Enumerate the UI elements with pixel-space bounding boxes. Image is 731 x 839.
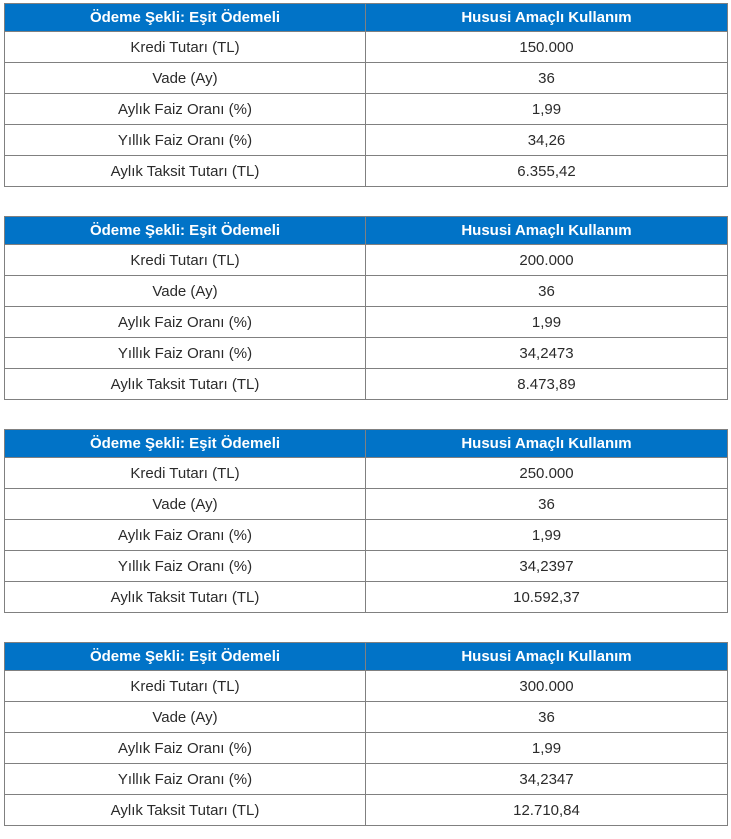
payment-type-header: Ödeme Şekli: Eşit Ödemeli	[4, 429, 366, 458]
table-row: Vade (Ay) 36	[4, 275, 728, 307]
table-row: Yıllık Faiz Oranı (%) 34,2473	[4, 337, 728, 369]
row-value-monthly-rate: 1,99	[365, 519, 728, 551]
row-value-monthly-installment: 6.355,42	[365, 155, 728, 187]
row-value-annual-rate: 34,2397	[365, 550, 728, 582]
row-label-annual-rate: Yıllık Faiz Oranı (%)	[4, 124, 366, 156]
table-row: Vade (Ay) 36	[4, 701, 728, 733]
payment-type-header: Ödeme Şekli: Eşit Ödemeli	[4, 216, 366, 245]
row-value-loan-amount: 150.000	[365, 31, 728, 63]
row-label-loan-amount: Kredi Tutarı (TL)	[4, 31, 366, 63]
row-label-annual-rate: Yıllık Faiz Oranı (%)	[4, 550, 366, 582]
loan-table-300000: Ödeme Şekli: Eşit Ödemeli Hususi Amaçlı …	[4, 642, 728, 826]
row-value-annual-rate: 34,2347	[365, 763, 728, 795]
row-value-term: 36	[365, 701, 728, 733]
table-row: Aylık Taksit Tutarı (TL) 8.473,89	[4, 368, 728, 400]
row-label-loan-amount: Kredi Tutarı (TL)	[4, 244, 366, 276]
row-value-monthly-rate: 1,99	[365, 93, 728, 125]
row-value-term: 36	[365, 488, 728, 520]
row-label-monthly-rate: Aylık Faiz Oranı (%)	[4, 519, 366, 551]
table-row: Kredi Tutarı (TL) 200.000	[4, 244, 728, 276]
usage-type-header: Hususi Amaçlı Kullanım	[365, 3, 728, 32]
row-label-monthly-installment: Aylık Taksit Tutarı (TL)	[4, 368, 366, 400]
row-value-monthly-installment: 12.710,84	[365, 794, 728, 826]
table-header-row: Ödeme Şekli: Eşit Ödemeli Hususi Amaçlı …	[4, 642, 728, 671]
row-label-term: Vade (Ay)	[4, 701, 366, 733]
row-value-monthly-rate: 1,99	[365, 732, 728, 764]
payment-type-header: Ödeme Şekli: Eşit Ödemeli	[4, 642, 366, 671]
table-row: Kredi Tutarı (TL) 300.000	[4, 670, 728, 702]
row-label-monthly-rate: Aylık Faiz Oranı (%)	[4, 732, 366, 764]
table-row: Aylık Faiz Oranı (%) 1,99	[4, 519, 728, 551]
usage-type-header: Hususi Amaçlı Kullanım	[365, 216, 728, 245]
table-row: Aylık Faiz Oranı (%) 1,99	[4, 306, 728, 338]
table-header-row: Ödeme Şekli: Eşit Ödemeli Hususi Amaçlı …	[4, 3, 728, 32]
table-header-row: Ödeme Şekli: Eşit Ödemeli Hususi Amaçlı …	[4, 429, 728, 458]
usage-type-header: Hususi Amaçlı Kullanım	[365, 429, 728, 458]
table-row: Vade (Ay) 36	[4, 62, 728, 94]
table-row: Aylık Taksit Tutarı (TL) 10.592,37	[4, 581, 728, 613]
row-label-term: Vade (Ay)	[4, 488, 366, 520]
row-value-monthly-installment: 8.473,89	[365, 368, 728, 400]
row-label-term: Vade (Ay)	[4, 62, 366, 94]
loan-table-200000: Ödeme Şekli: Eşit Ödemeli Hususi Amaçlı …	[4, 216, 728, 400]
table-row: Aylık Taksit Tutarı (TL) 6.355,42	[4, 155, 728, 187]
row-value-term: 36	[365, 62, 728, 94]
row-label-annual-rate: Yıllık Faiz Oranı (%)	[4, 337, 366, 369]
payment-type-header: Ödeme Şekli: Eşit Ödemeli	[4, 3, 366, 32]
table-row: Yıllık Faiz Oranı (%) 34,26	[4, 124, 728, 156]
table-header-row: Ödeme Şekli: Eşit Ödemeli Hususi Amaçlı …	[4, 216, 728, 245]
row-label-loan-amount: Kredi Tutarı (TL)	[4, 457, 366, 489]
row-label-monthly-rate: Aylık Faiz Oranı (%)	[4, 306, 366, 338]
row-value-loan-amount: 250.000	[365, 457, 728, 489]
table-row: Vade (Ay) 36	[4, 488, 728, 520]
row-value-monthly-installment: 10.592,37	[365, 581, 728, 613]
row-value-annual-rate: 34,2473	[365, 337, 728, 369]
row-value-monthly-rate: 1,99	[365, 306, 728, 338]
table-row: Kredi Tutarı (TL) 250.000	[4, 457, 728, 489]
row-value-loan-amount: 200.000	[365, 244, 728, 276]
table-row: Aylık Taksit Tutarı (TL) 12.710,84	[4, 794, 728, 826]
table-row: Yıllık Faiz Oranı (%) 34,2347	[4, 763, 728, 795]
row-value-loan-amount: 300.000	[365, 670, 728, 702]
row-label-loan-amount: Kredi Tutarı (TL)	[4, 670, 366, 702]
row-label-monthly-installment: Aylık Taksit Tutarı (TL)	[4, 155, 366, 187]
row-label-annual-rate: Yıllık Faiz Oranı (%)	[4, 763, 366, 795]
row-label-monthly-installment: Aylık Taksit Tutarı (TL)	[4, 794, 366, 826]
table-row: Yıllık Faiz Oranı (%) 34,2397	[4, 550, 728, 582]
row-label-monthly-rate: Aylık Faiz Oranı (%)	[4, 93, 366, 125]
loan-table-250000: Ödeme Şekli: Eşit Ödemeli Hususi Amaçlı …	[4, 429, 728, 613]
table-row: Kredi Tutarı (TL) 150.000	[4, 31, 728, 63]
usage-type-header: Hususi Amaçlı Kullanım	[365, 642, 728, 671]
row-value-annual-rate: 34,26	[365, 124, 728, 156]
row-label-monthly-installment: Aylık Taksit Tutarı (TL)	[4, 581, 366, 613]
table-row: Aylık Faiz Oranı (%) 1,99	[4, 732, 728, 764]
table-row: Aylık Faiz Oranı (%) 1,99	[4, 93, 728, 125]
loan-table-150000: Ödeme Şekli: Eşit Ödemeli Hususi Amaçlı …	[4, 3, 728, 187]
row-value-term: 36	[365, 275, 728, 307]
row-label-term: Vade (Ay)	[4, 275, 366, 307]
